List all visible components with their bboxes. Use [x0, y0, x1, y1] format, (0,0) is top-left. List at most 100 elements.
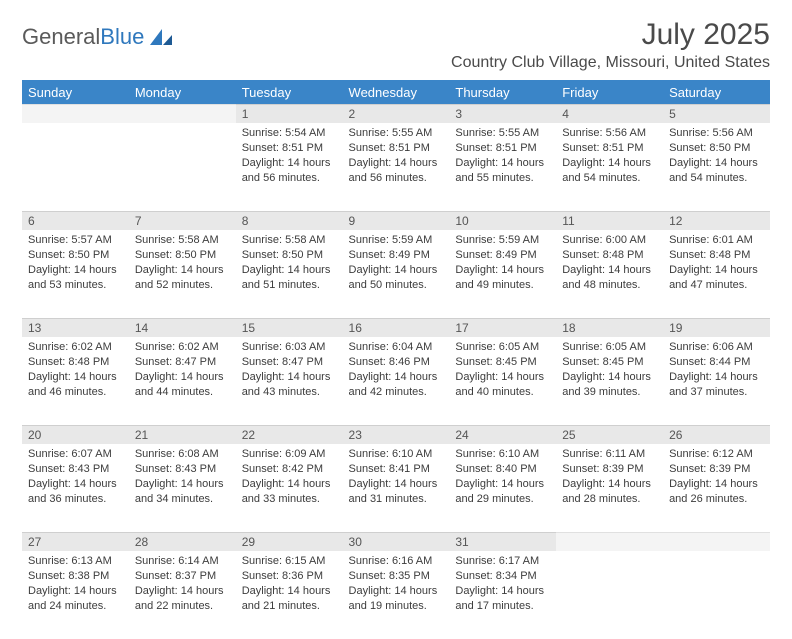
day-number [556, 532, 663, 551]
day-cell: Sunrise: 5:58 AMSunset: 8:50 PMDaylight:… [129, 230, 236, 318]
day-number [129, 104, 236, 123]
daynum-cell: 20 [22, 425, 129, 444]
daylight-text: Daylight: 14 hours and 28 minutes. [562, 477, 657, 507]
week-row: Sunrise: 5:57 AM Sunset: 8:50 PM Daylight:… [22, 230, 770, 318]
sunrise-text: Sunrise: 6:13 AM [28, 554, 123, 569]
day-cell: Sunrise: 5:55 AMSunset: 8:51 PMDaylight:… [449, 123, 556, 211]
day-number: 29 [236, 532, 343, 551]
day-cell: Sunrise: 5:56 AMSunset: 8:51 PMDaylight:… [556, 123, 663, 211]
sunrise-text: Sunrise: 6:05 AM [455, 340, 550, 355]
sunset-text: Sunset: 8:45 PM [562, 355, 657, 370]
sunrise-text: Sunrise: 6:14 AM [135, 554, 230, 569]
day-number: 10 [449, 211, 556, 230]
daynum-row: 2728293031 [22, 532, 770, 551]
day-cell: Sunrise: 6:16 AMSunset: 8:35 PMDaylight:… [343, 551, 450, 639]
sunrise-text: Sunrise: 6:03 AM [242, 340, 337, 355]
day-cell: Sunrise: 5:57 AMSunset: 8:50 PMDaylight:… [22, 230, 129, 318]
location-text: Country Club Village, Missouri, United S… [451, 54, 770, 72]
day-cell: Sunrise: 5:54 AMSunset: 8:51 PMDaylight:… [236, 123, 343, 211]
sunset-text: Sunset: 8:39 PM [562, 462, 657, 477]
day-cell [129, 123, 236, 211]
daynum-cell: 22 [236, 425, 343, 444]
sunrise-text: Sunrise: 6:02 AM [135, 340, 230, 355]
sunset-text: Sunset: 8:51 PM [242, 141, 337, 156]
day-cell: Sunrise: 6:03 AMSunset: 8:47 PMDaylight:… [236, 337, 343, 425]
sunrise-text: Sunrise: 6:04 AM [349, 340, 444, 355]
daynum-cell: 11 [556, 211, 663, 230]
sunset-text: Sunset: 8:37 PM [135, 569, 230, 584]
day-number: 25 [556, 425, 663, 444]
day-number: 17 [449, 318, 556, 337]
week-row: Sunrise: 6:02 AMSunset: 8:48 PMDaylight:… [22, 337, 770, 425]
sunrise-text: Sunrise: 6:09 AM [242, 447, 337, 462]
day-cell: Sunrise: 6:10 AMSunset: 8:41 PMDaylight:… [343, 444, 450, 532]
daynum-cell: 25 [556, 425, 663, 444]
day-content: Sunrise: 6:10 AMSunset: 8:40 PMDaylight:… [449, 444, 556, 512]
sunrise-text: Sunrise: 5:58 AM [242, 233, 337, 248]
daynum-cell [22, 104, 129, 123]
day-cell: Sunrise: 6:15 AMSunset: 8:36 PMDaylight:… [236, 551, 343, 639]
day-number: 3 [449, 104, 556, 123]
daynum-cell: 6 [22, 211, 129, 230]
daylight-text: Daylight: 14 hours and 53 minutes. [28, 263, 123, 293]
day-cell [556, 551, 663, 639]
daynum-cell: 12 [663, 211, 770, 230]
daynum-row: 12345 [22, 104, 770, 123]
day-content [22, 123, 129, 132]
sunrise-text: Sunrise: 5:57 AM [28, 233, 123, 248]
day-content: Sunrise: 6:08 AMSunset: 8:43 PMDaylight:… [129, 444, 236, 512]
day-number: 19 [663, 318, 770, 337]
sunset-text: Sunset: 8:38 PM [28, 569, 123, 584]
sunset-text: Sunset: 8:49 PM [349, 248, 444, 263]
daynum-cell: 8 [236, 211, 343, 230]
day-content: Sunrise: 6:06 AMSunset: 8:44 PMDaylight:… [663, 337, 770, 405]
logo: GeneralBlue [22, 24, 174, 50]
daynum-cell: 23 [343, 425, 450, 444]
daylight-text: Daylight: 14 hours and 33 minutes. [242, 477, 337, 507]
sunset-text: Sunset: 8:43 PM [135, 462, 230, 477]
sunrise-text: Sunrise: 6:17 AM [455, 554, 550, 569]
sunrise-text: Sunrise: 5:56 AM [562, 126, 657, 141]
sunset-text: Sunset: 8:47 PM [135, 355, 230, 370]
daylight-text: Daylight: 14 hours and 21 minutes. [242, 584, 337, 614]
day-content: Sunrise: 6:05 AMSunset: 8:45 PMDaylight:… [556, 337, 663, 405]
day-cell: Sunrise: 6:09 AMSunset: 8:42 PMDaylight:… [236, 444, 343, 532]
sunrise-text: Sunrise: 6:06 AM [669, 340, 764, 355]
day-cell: Sunrise: 5:59 AMSunset: 8:49 PMDaylight:… [449, 230, 556, 318]
daylight-text: Daylight: 14 hours and 51 minutes. [242, 263, 337, 293]
day-content: Sunrise: 5:58 AMSunset: 8:50 PMDaylight:… [236, 230, 343, 298]
day-number [663, 532, 770, 551]
page-title: July 2025 [451, 18, 770, 52]
day-number: 15 [236, 318, 343, 337]
daynum-row: 13141516171819 [22, 318, 770, 337]
daynum-cell: 10 [449, 211, 556, 230]
sunrise-text: Sunrise: 6:05 AM [562, 340, 657, 355]
sunset-text: Sunset: 8:43 PM [28, 462, 123, 477]
day-content: Sunrise: 5:55 AMSunset: 8:51 PMDaylight:… [343, 123, 450, 191]
sunset-text: Sunset: 8:46 PM [349, 355, 444, 370]
sunset-text: Sunset: 8:48 PM [669, 248, 764, 263]
sunset-text: Sunset: 8:50 PM [669, 141, 764, 156]
day-cell: Sunrise: 5:55 AMSunset: 8:51 PMDaylight:… [343, 123, 450, 211]
daylight-text: Daylight: 14 hours and 37 minutes. [669, 370, 764, 400]
day-content: Sunrise: 6:01 AMSunset: 8:48 PMDaylight:… [663, 230, 770, 298]
sunrise-text: Sunrise: 6:10 AM [349, 447, 444, 462]
day-content: Sunrise: 5:58 AMSunset: 8:50 PMDaylight:… [129, 230, 236, 298]
calendar-table: Sunday Monday Tuesday Wednesday Thursday… [22, 80, 770, 639]
day-number: 23 [343, 425, 450, 444]
sunrise-text: Sunrise: 5:59 AM [349, 233, 444, 248]
day-number: 5 [663, 104, 770, 123]
sunrise-text: Sunrise: 5:59 AM [455, 233, 550, 248]
day-cell: Sunrise: 5:58 AMSunset: 8:50 PMDaylight:… [236, 230, 343, 318]
day-content: Sunrise: 6:13 AMSunset: 8:38 PMDaylight:… [22, 551, 129, 619]
sunset-text: Sunset: 8:50 PM [135, 248, 230, 263]
day-content: Sunrise: 5:54 AMSunset: 8:51 PMDaylight:… [236, 123, 343, 191]
sunset-text: Sunset: 8:42 PM [242, 462, 337, 477]
sunset-text: Sunset: 8:41 PM [349, 462, 444, 477]
sunset-text: Sunset: 8:47 PM [242, 355, 337, 370]
day-number: 12 [663, 211, 770, 230]
day-number: 21 [129, 425, 236, 444]
day-cell [22, 123, 129, 211]
sunrise-text: Sunrise: 5:58 AM [135, 233, 230, 248]
day-cell: Sunrise: 5:56 AMSunset: 8:50 PMDaylight:… [663, 123, 770, 211]
